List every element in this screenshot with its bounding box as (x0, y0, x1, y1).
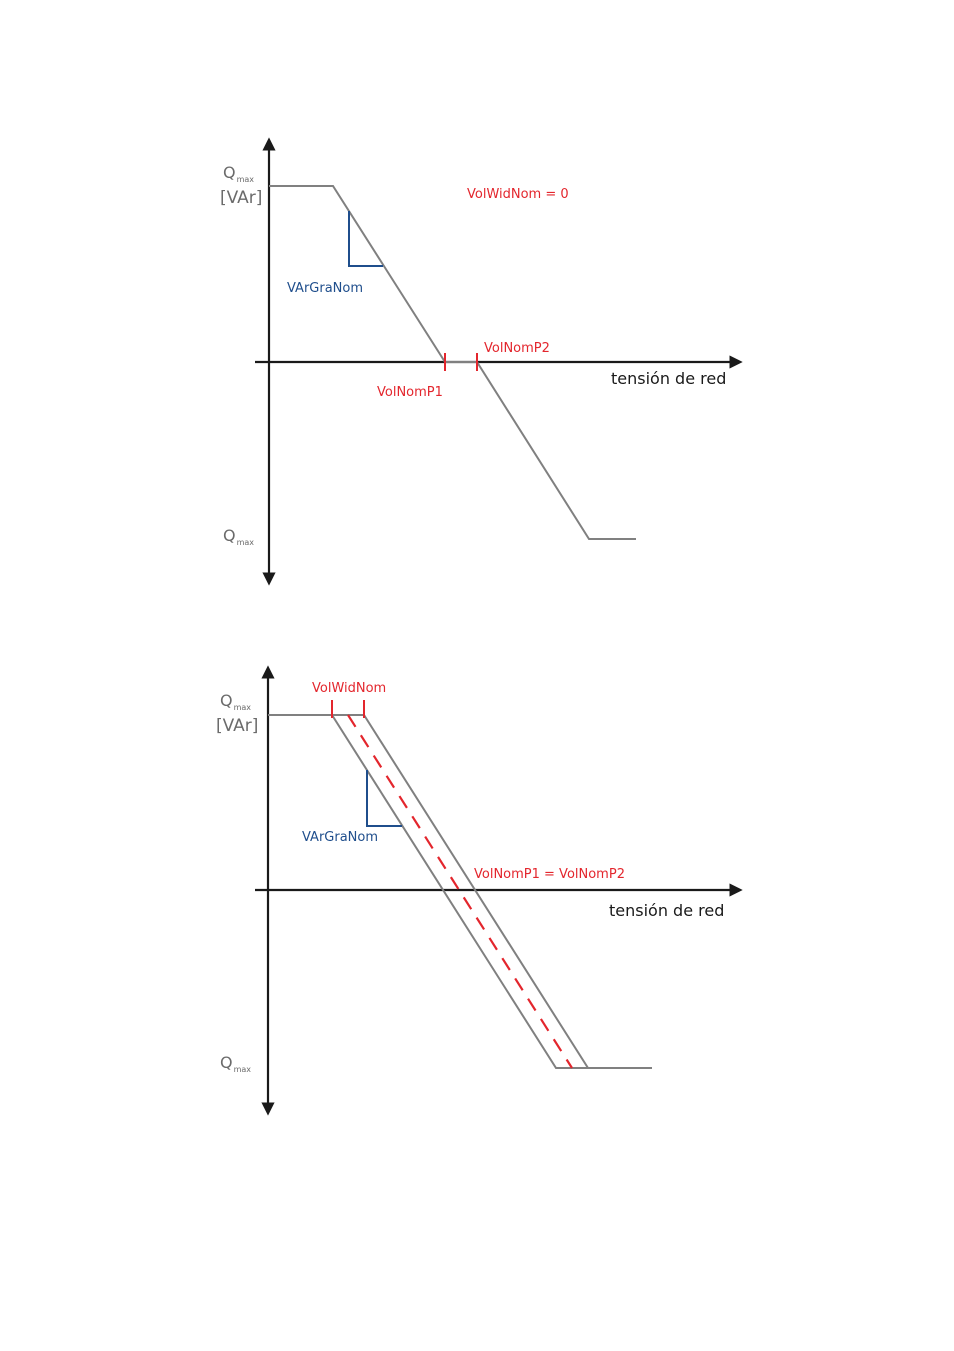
q-letter: Q (223, 526, 236, 545)
x-axis-label: tensión de red (609, 901, 724, 920)
q-letter: Q (220, 1053, 233, 1072)
slope-triangle (348, 211, 383, 267)
q-subscript: max (234, 703, 252, 712)
q-subscript: max (237, 175, 255, 184)
slope-triangle (366, 770, 402, 827)
vol-nom-p1-label: VolNomP1 (377, 385, 443, 400)
center-dashed-line (347, 714, 573, 1069)
vol-nom-p2-label: VolNomP2 (484, 341, 550, 356)
q-max-label-top: Qmax (223, 163, 254, 184)
diagram-1: Qmax [VAr] Qmax tensión de red VolWidNom… (220, 137, 743, 586)
unit-label: [VAr] (220, 188, 262, 208)
unit-label: [VAr] (216, 716, 258, 736)
band-right-curve (332, 714, 590, 1069)
q-max-label-bottom: Qmax (220, 1053, 251, 1074)
characteristic-curve (269, 185, 636, 540)
x-axis-label: tensión de red (611, 369, 726, 388)
vol-wid-nom-label: VolWidNom (312, 681, 386, 696)
q-max-label-bottom: Qmax (223, 526, 254, 547)
q-subscript: max (237, 538, 255, 547)
var-gra-nom-label: VArGraNom (302, 830, 378, 845)
q-letter: Q (220, 691, 233, 710)
diagram-2: Qmax [VAr] Qmax tensión de red VolWidNom… (216, 665, 743, 1116)
var-gra-nom-label: VArGraNom (287, 281, 363, 296)
q-letter: Q (223, 163, 236, 182)
q-max-label-top: Qmax (220, 691, 251, 712)
vol-nom-p1-p2-label: VolNomP1 = VolNomP2 (474, 867, 625, 882)
vol-wid-nom-zero-label: VolWidNom = 0 (467, 187, 569, 202)
band-left-curve (268, 714, 652, 1069)
q-subscript: max (234, 1065, 252, 1074)
